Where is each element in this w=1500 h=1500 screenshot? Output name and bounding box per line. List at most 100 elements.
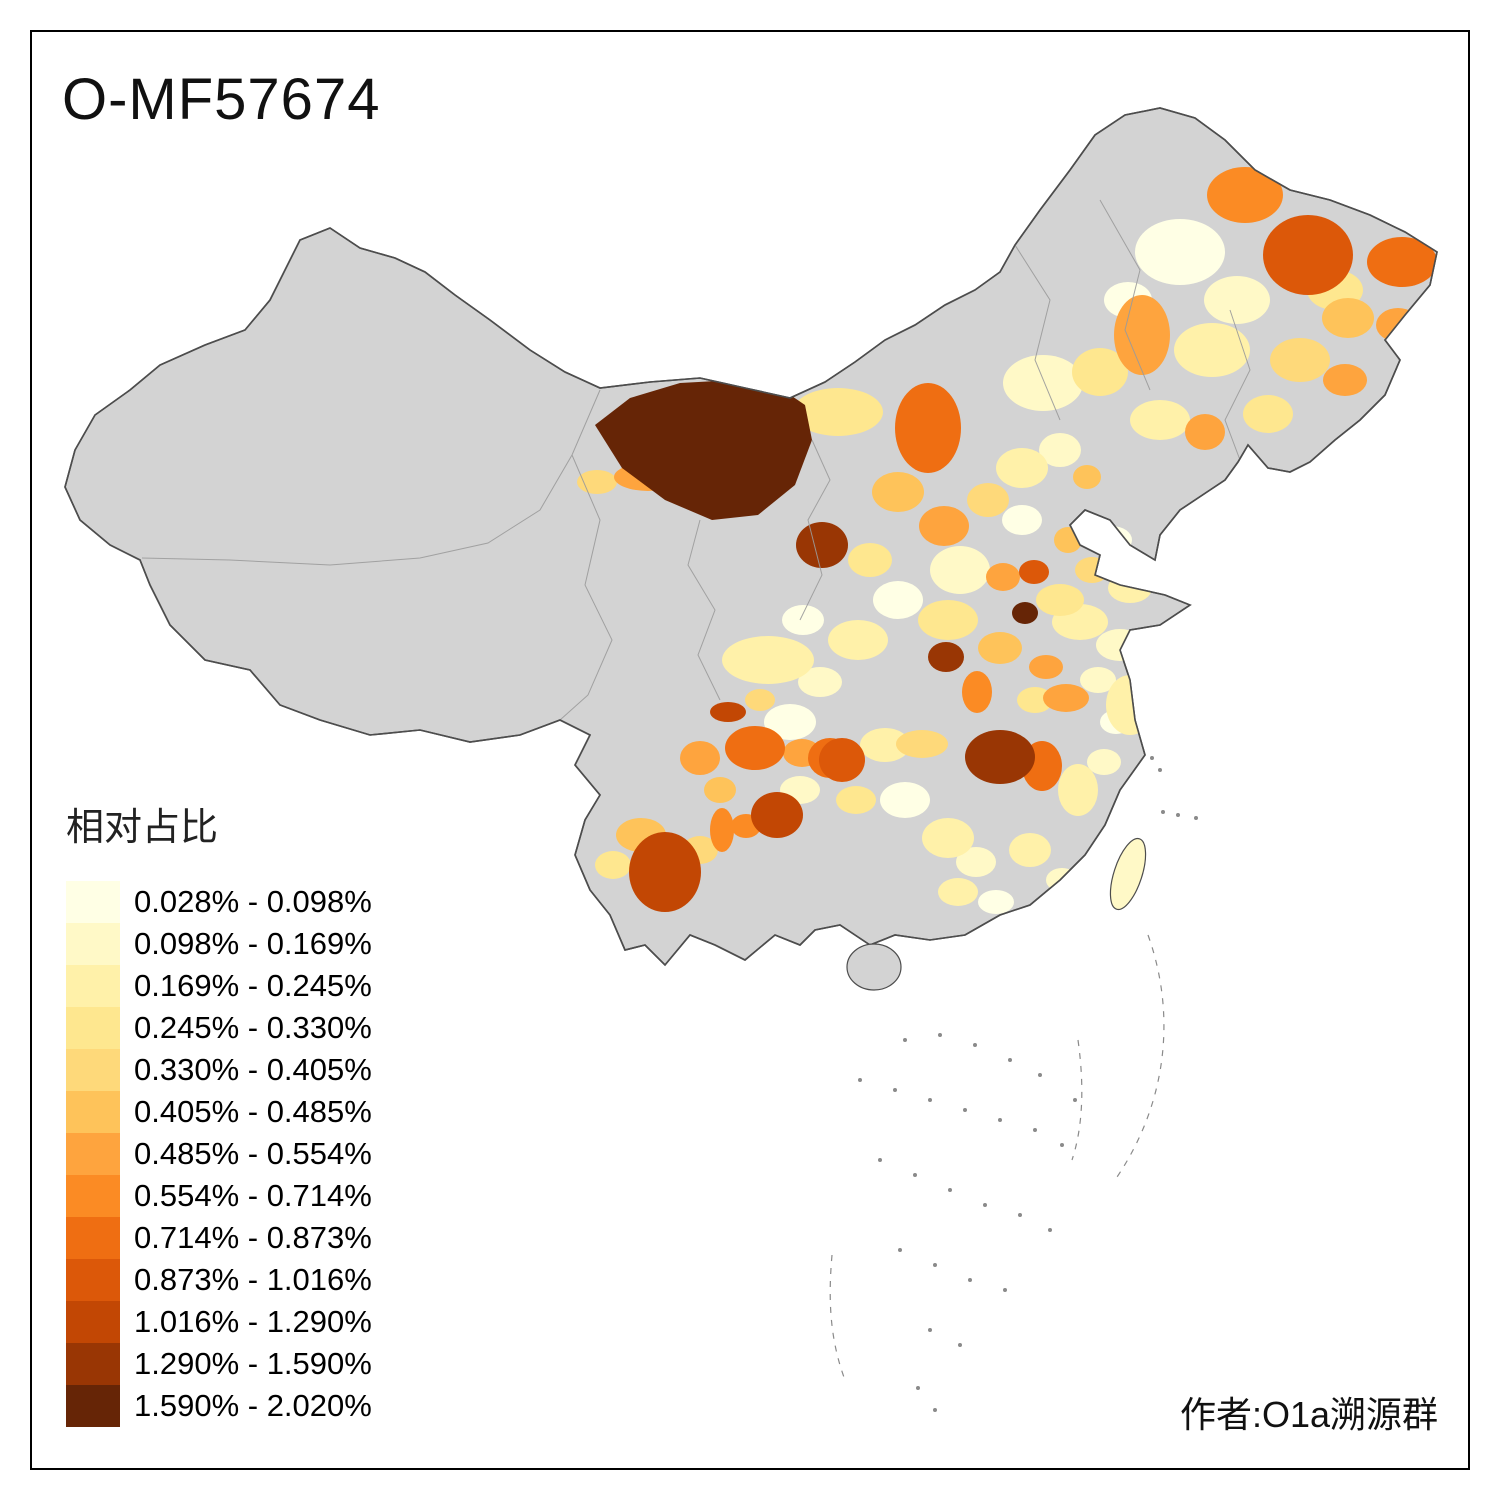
map-region	[1058, 764, 1098, 816]
map-region	[710, 702, 746, 722]
map-region	[962, 671, 992, 713]
map-region	[938, 878, 978, 906]
regions-bin-11	[796, 522, 1035, 784]
border-line	[1099, 199, 1151, 391]
legend-row: 1.016% - 1.290%	[66, 1301, 372, 1343]
map-region	[710, 808, 734, 852]
legend-swatch	[66, 1259, 120, 1301]
map-region	[1009, 833, 1051, 867]
map-region	[1130, 400, 1190, 440]
map-region	[860, 728, 910, 762]
map-region	[629, 832, 701, 912]
legend-label: 0.330% - 0.405%	[134, 1052, 372, 1087]
regions-bin-1	[780, 276, 1270, 892]
regions-bin-12	[595, 380, 1038, 624]
map-title: O-MF57674	[62, 67, 381, 132]
map-region	[1080, 667, 1116, 693]
legend-swatch	[66, 1217, 120, 1259]
legend-label: 0.169% - 0.245%	[134, 968, 372, 1003]
map-region	[1135, 219, 1225, 285]
map-region	[978, 890, 1014, 914]
map-region	[782, 605, 824, 635]
legend-row: 0.245% - 0.330%	[66, 1007, 372, 1049]
map-region	[1002, 505, 1042, 535]
map-region	[1174, 323, 1250, 377]
map-region	[798, 667, 842, 697]
map-region	[1036, 584, 1084, 616]
map-region	[764, 704, 816, 740]
legend-swatch	[66, 1049, 120, 1091]
legend-swatch	[66, 1091, 120, 1133]
legend-swatch	[66, 1175, 120, 1217]
map-region	[1012, 602, 1038, 624]
map-region	[1243, 395, 1293, 433]
legend-rows: 0.028% - 0.098% 0.098% - 0.169% 0.169% -…	[66, 881, 372, 1427]
map-region	[1072, 348, 1128, 396]
legend-row: 0.405% - 0.485%	[66, 1091, 372, 1133]
map-region	[965, 730, 1035, 784]
legend-label: 0.714% - 0.873%	[134, 1220, 372, 1255]
regions-bin-9	[819, 215, 1353, 782]
map-region	[1114, 295, 1170, 375]
map-region	[793, 388, 883, 436]
map-region	[1019, 560, 1049, 584]
province-borders	[141, 199, 1251, 721]
border-line	[141, 389, 601, 566]
legend-swatch	[66, 1385, 120, 1427]
map-region	[751, 792, 803, 838]
sea-boundary-dash	[829, 1254, 846, 1381]
legend-row: 0.554% - 0.714%	[66, 1175, 372, 1217]
legend-swatch	[66, 881, 120, 923]
map-region	[919, 506, 969, 546]
map-region	[930, 546, 990, 594]
legend-row: 0.714% - 0.873%	[66, 1217, 372, 1259]
legend-swatch	[66, 1343, 120, 1385]
hainan-island	[846, 943, 902, 991]
legend-label: 0.554% - 0.714%	[134, 1178, 372, 1213]
credit: 作者:O1a溯源群	[1179, 1394, 1438, 1435]
legend-swatch	[66, 923, 120, 965]
legend-row: 1.290% - 1.590%	[66, 1343, 372, 1385]
legend-label: 0.873% - 1.016%	[134, 1262, 372, 1297]
legend-row: 0.330% - 0.405%	[66, 1049, 372, 1091]
map-region	[1039, 433, 1081, 467]
border-line	[799, 439, 831, 621]
map-region	[1322, 298, 1374, 338]
legend-row: 0.485% - 0.554%	[66, 1133, 372, 1175]
map-region	[725, 726, 785, 770]
map-region	[595, 851, 631, 879]
legend-title: 相对占比	[66, 807, 219, 849]
legend-label: 0.028% - 0.098%	[134, 884, 372, 919]
map-region	[956, 847, 996, 877]
map-region	[1204, 276, 1270, 324]
map-region	[1087, 749, 1121, 775]
map-region	[880, 782, 930, 818]
map-region	[1263, 215, 1353, 295]
legend-swatch	[66, 1301, 120, 1343]
legend-label: 1.590% - 2.020%	[134, 1388, 372, 1423]
map-region	[986, 563, 1020, 591]
legend-swatch	[66, 965, 120, 1007]
map-region	[996, 448, 1048, 488]
map-region	[819, 738, 865, 782]
legend-label: 1.290% - 1.590%	[134, 1346, 372, 1381]
map-region	[872, 472, 924, 512]
map-region	[895, 383, 961, 473]
map-region	[1003, 355, 1083, 411]
map-region	[745, 689, 775, 711]
choropleth-regions	[577, 167, 1437, 914]
legend-swatch	[66, 1007, 120, 1049]
map-region	[967, 483, 1009, 517]
map-region	[1207, 167, 1283, 223]
legend-row: 0.098% - 0.169%	[66, 923, 372, 965]
map-region	[722, 636, 814, 684]
map-region	[704, 777, 736, 803]
legend-row: 0.169% - 0.245%	[66, 965, 372, 1007]
map-region	[1185, 414, 1225, 450]
legend-label: 1.016% - 1.290%	[134, 1304, 372, 1339]
map-region	[1096, 629, 1144, 661]
border-line	[1014, 244, 1061, 421]
map-region	[928, 642, 964, 672]
legend-label: 0.098% - 0.169%	[134, 926, 372, 961]
